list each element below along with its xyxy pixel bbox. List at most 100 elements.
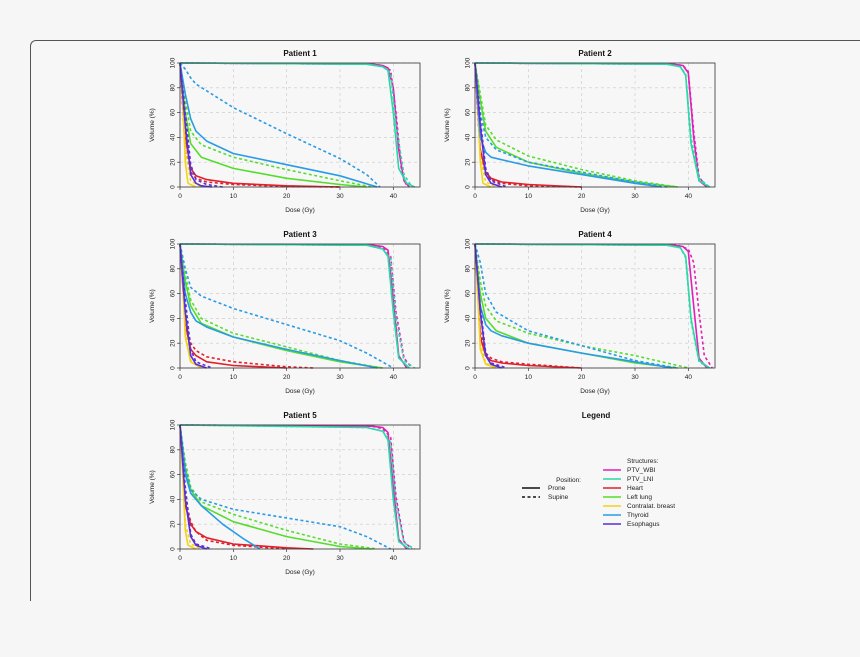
- legend-structure-label: Thyroid: [627, 512, 649, 519]
- legend-structures-header: Structures:: [627, 458, 659, 465]
- legend-structure-label: Left lung: [627, 494, 652, 501]
- patient3-series-ptv-lni-supine: [179, 243, 416, 369]
- patient4-x-tick-label: 20: [578, 374, 586, 381]
- patient5-y-axis-label: Volume (%): [149, 470, 156, 504]
- legend-structure-label: PTV_WBI: [627, 467, 656, 474]
- patient4-x-axis-label: Dose (Gy): [580, 388, 610, 395]
- patient2-series-left-lung-supine: [474, 62, 678, 188]
- patient2-series-contralat-breast-supine: [474, 62, 497, 188]
- patient4-x-tick-label: 40: [685, 374, 693, 381]
- patient1-y-tick-label: 100: [170, 57, 177, 68]
- patient2-series-ptv-wbi-prone: [474, 62, 708, 188]
- patient3-y-tick-label: 20: [170, 339, 177, 347]
- patient3-series-left-lung-prone: [179, 243, 383, 369]
- patient3-series-ptv-lni-prone: [179, 243, 410, 369]
- patient2-title: Patient 2: [578, 49, 612, 58]
- patient3-plot-box: [179, 243, 421, 369]
- patient5-y-tick-label: 100: [170, 419, 177, 430]
- patient2-series-ptv-wbi-supine: [474, 62, 708, 188]
- patient3-y-tick-label: 40: [170, 314, 177, 322]
- patient5-plot-box: [179, 424, 421, 550]
- patient4-series-thyroid-supine: [474, 243, 678, 369]
- patient2-x-axis-label: Dose (Gy): [580, 207, 610, 214]
- patient3-y-tick-label: 0: [170, 366, 177, 370]
- patient5-title: Patient 5: [283, 411, 317, 420]
- patient5-series-esophagus-prone: [179, 424, 207, 550]
- patient1-title: Patient 1: [283, 49, 317, 58]
- patient1-series-esophagus-supine: [179, 62, 223, 188]
- patient3-series-esophagus-supine: [179, 243, 213, 369]
- patient2-series-thyroid-prone: [474, 62, 662, 188]
- patient5-series-left-lung-prone: [179, 424, 373, 550]
- patient5-series-heart-prone: [179, 424, 314, 550]
- patient4-y-tick-label: 100: [465, 238, 472, 249]
- legend-position-header: Position:: [556, 477, 581, 484]
- patient1-y-tick-label: 0: [170, 185, 177, 189]
- patient2-y-tick-label: 40: [465, 133, 472, 141]
- patient3-x-tick-label: 20: [283, 374, 291, 381]
- patient1-y-tick-label: 80: [170, 84, 177, 92]
- patient4-series-heart-supine: [474, 243, 582, 369]
- legend-structure-label: Heart: [627, 485, 643, 492]
- figure-frame: [30, 40, 860, 601]
- patient5-series-thyroid-prone: [179, 424, 261, 550]
- legend-title: Legend: [582, 411, 611, 420]
- patient1-series-thyroid-prone: [179, 62, 378, 188]
- legend-position-supine-label: Supine: [548, 494, 569, 501]
- patient1-series-thyroid-supine: [179, 62, 381, 188]
- patient4-series-left-lung-supine: [474, 243, 689, 369]
- patient4-y-tick-label: 0: [465, 366, 472, 370]
- patient5-series-ptv-lni-prone: [179, 424, 410, 550]
- patient3-series-ptv-wbi-supine: [179, 243, 413, 369]
- patient4-series-thyroid-prone: [474, 243, 673, 369]
- patient2-y-tick-label: 0: [465, 185, 472, 189]
- patient5-x-tick-label: 10: [230, 555, 238, 562]
- patient3-x-tick-label: 0: [178, 374, 182, 381]
- patient1-series-esophagus-prone: [179, 62, 213, 188]
- patient2-x-tick-label: 0: [473, 193, 477, 200]
- patient5-series-heart-supine: [179, 424, 287, 550]
- patient2-series-ptv-lni-prone: [474, 62, 711, 188]
- patient2-x-tick-label: 40: [685, 193, 693, 200]
- patient5-y-tick-label: 0: [170, 547, 177, 551]
- patient4-series-ptv-lni-supine: [474, 243, 711, 369]
- patient2-y-tick-label: 20: [465, 158, 472, 166]
- patient4-series-ptv-wbi-prone: [474, 243, 708, 369]
- patient4-y-tick-label: 20: [465, 339, 472, 347]
- patient2-series-thyroid-supine: [474, 62, 668, 188]
- patient2-plot-box: [474, 62, 716, 188]
- patient1-y-tick-label: 20: [170, 158, 177, 166]
- patient1-series-heart-prone: [179, 62, 341, 188]
- patient5-y-tick-label: 40: [170, 495, 177, 503]
- patient1-series-left-lung-supine: [179, 62, 373, 188]
- patient1-series-ptv-wbi-prone: [179, 62, 410, 188]
- patient5-series-thyroid-supine: [179, 424, 392, 550]
- patient2-y-tick-label: 60: [465, 109, 472, 117]
- patient2-series-esophagus-supine: [474, 62, 508, 188]
- patient4-y-axis-label: Volume (%): [444, 289, 451, 323]
- patient5-series-ptv-lni-supine: [179, 424, 416, 550]
- patient4-series-left-lung-prone: [474, 243, 678, 369]
- patient3-x-tick-label: 30: [336, 374, 344, 381]
- legend-structure-label: Contralat. breast: [627, 503, 675, 510]
- patient1-x-tick-label: 10: [230, 193, 238, 200]
- patient3-y-tick-label: 60: [170, 290, 177, 298]
- patient3-series-thyroid-prone: [179, 243, 378, 369]
- patient2-x-tick-label: 10: [525, 193, 533, 200]
- patient5-series-ptv-wbi-supine: [179, 424, 413, 550]
- patient3-title: Patient 3: [283, 230, 317, 239]
- patient2-y-axis-label: Volume (%): [444, 108, 451, 142]
- patient1-series-left-lung-prone: [179, 62, 367, 188]
- patient2-x-tick-label: 20: [578, 193, 586, 200]
- patient5-y-tick-label: 60: [170, 471, 177, 479]
- patient5-x-axis-label: Dose (Gy): [285, 569, 315, 576]
- patient2-series-left-lung-prone: [474, 62, 678, 188]
- patient2-y-tick-label: 100: [465, 57, 472, 68]
- patient1-x-tick-label: 20: [283, 193, 291, 200]
- patient4-x-tick-label: 30: [631, 374, 639, 381]
- patient5-x-tick-label: 40: [390, 555, 398, 562]
- legend-structure-label: PTV_LNI: [627, 476, 654, 483]
- patient4-y-tick-label: 60: [465, 290, 472, 298]
- patient1-series-ptv-lni-supine: [179, 62, 413, 188]
